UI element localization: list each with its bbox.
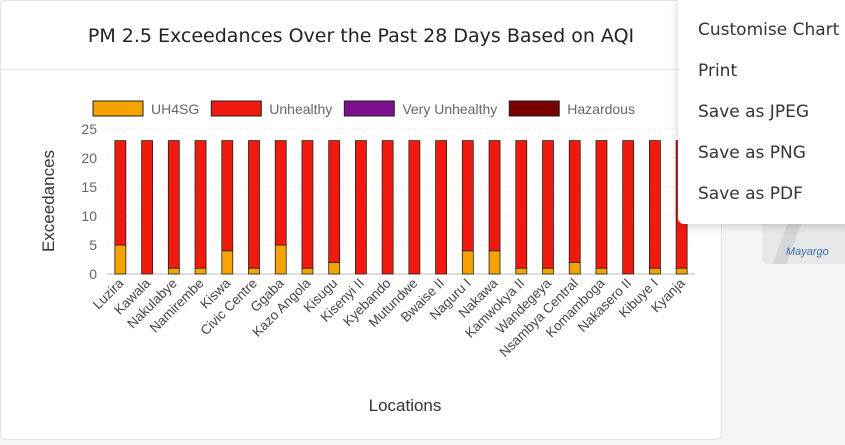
menu-item-print[interactable]: Print: [698, 61, 738, 81]
legend-swatch: [92, 100, 144, 117]
bar-segment: [114, 140, 127, 246]
bar-segment: [515, 267, 528, 275]
bar-segment: [167, 140, 180, 269]
stacked-bar-chart: 0510152025LuziraKawalaNakulabyeNamirembe…: [39, 100, 695, 415]
bar-segment: [595, 267, 608, 275]
bar-segment: [461, 250, 474, 275]
bar-segment: [221, 140, 234, 252]
legend-label[interactable]: Hazardous: [567, 101, 635, 117]
chart-card: PM 2.5 Exceedances Over the Past 28 Days…: [0, 0, 722, 440]
bar-segment: [301, 267, 314, 275]
y-axis-label: Exceedances: [39, 150, 58, 252]
legend-swatch: [343, 100, 395, 117]
bar-segment: [301, 140, 314, 269]
y-tick-label: 15: [81, 179, 97, 195]
bar-segment: [274, 244, 287, 275]
bar-segment: [568, 261, 581, 275]
bar-segment: [488, 140, 501, 252]
bar-segment: [515, 140, 528, 269]
bar-segment: [381, 140, 394, 275]
legend-label[interactable]: UH4SG: [151, 101, 199, 117]
menu-item-save-jpeg[interactable]: Save as JPEG: [698, 102, 809, 122]
bar-segment: [435, 140, 447, 275]
bar-segment: [167, 267, 180, 275]
bar-segment: [355, 140, 367, 275]
legend: UH4SG Unhealthy Very Unhealthy Hazardous: [92, 100, 635, 117]
bar-segment: [595, 140, 608, 269]
bar-segment: [114, 244, 127, 275]
bar-segment: [542, 267, 554, 275]
legend-swatch: [210, 100, 262, 117]
bar-segment: [328, 261, 341, 275]
menu-item-save-png[interactable]: Save as PNG: [698, 143, 806, 163]
menu-item-save-pdf[interactable]: Save as PDF: [698, 184, 803, 204]
bar-segment: [194, 267, 207, 275]
legend-swatch: [508, 100, 560, 117]
y-tick-label: 0: [89, 266, 97, 282]
bar-segment: [328, 140, 341, 263]
bar-segment: [194, 140, 207, 269]
x-axis-label: Locations: [369, 396, 442, 415]
y-tick-label: 10: [81, 208, 97, 224]
bar-segment: [221, 250, 234, 275]
bar-segment: [461, 140, 474, 252]
bar-segment: [622, 140, 635, 275]
bar-segment: [408, 140, 421, 275]
map-label: Mayargo: [786, 246, 829, 258]
y-tick-label: 20: [81, 150, 97, 166]
bar-segment: [675, 267, 688, 275]
y-tick-label: 5: [89, 237, 97, 253]
bar-segment: [248, 267, 260, 275]
bar-segment: [274, 140, 287, 246]
chart-title: PM 2.5 Exceedances Over the Past 28 Days…: [87, 25, 635, 47]
bar-segment: [488, 250, 501, 275]
legend-label[interactable]: Unhealthy: [269, 101, 332, 117]
bar-segment: [568, 140, 581, 263]
menu-item-customise-chart[interactable]: Customise Chart: [698, 20, 840, 40]
bar-segment: [649, 140, 661, 269]
bar-segment: [248, 140, 260, 269]
y-tick-label: 25: [81, 121, 97, 137]
legend-label[interactable]: Very Unhealthy: [402, 101, 497, 117]
bar-segment: [542, 140, 554, 269]
card-header: PM 2.5 Exceedances Over the Past 28 Days…: [1, 1, 721, 70]
bar-segment: [141, 140, 153, 275]
bar-segment: [649, 267, 661, 275]
export-menu: Customise Chart Print Save as JPEG Save …: [678, 0, 845, 224]
